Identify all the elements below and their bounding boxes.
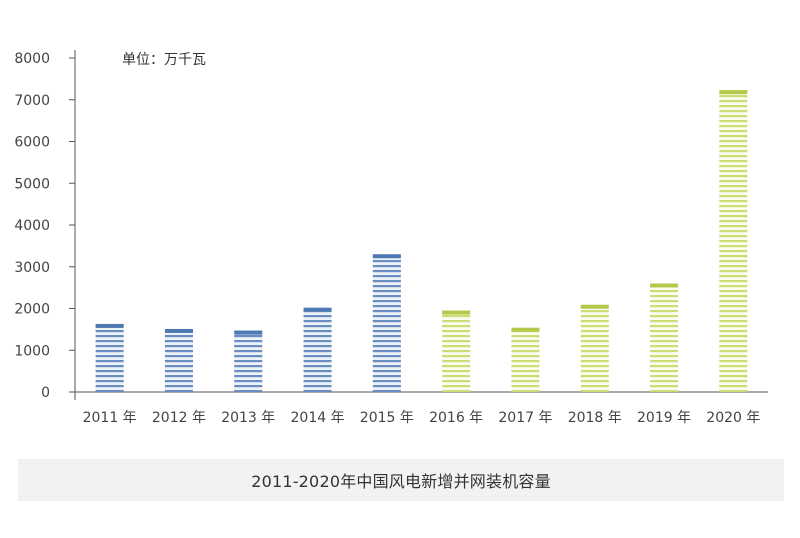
bar-body [303,307,332,392]
bar-body [511,327,540,392]
bar-body [234,330,263,392]
bar-body [164,328,193,392]
bar [303,307,332,392]
bar-cap [95,323,124,328]
bar-body [580,304,609,392]
y-tick-label: 5000 [14,176,50,192]
bar-cap [580,304,609,309]
y-tick-label: 1000 [14,343,50,359]
x-tick-label: 2020 年 [706,410,760,426]
x-tick-label: 2017 年 [498,410,552,426]
x-tick-label: 2014 年 [291,410,345,426]
bar-tint [719,90,748,393]
bar-tint [372,254,401,392]
bar-cap [719,90,748,95]
y-tick-label: 7000 [14,93,50,109]
y-tick-label: 4000 [14,218,50,234]
x-tick-label: 2013 年 [221,410,275,426]
y-tick-label: 6000 [14,135,50,151]
bar [164,328,193,392]
bar-cap [442,310,471,315]
bar-tint [234,330,263,392]
bar [580,304,609,392]
y-tick-label: 8000 [14,51,50,67]
x-tick-label: 2018 年 [568,410,622,426]
bar [234,330,263,392]
unit-label: 单位：万千瓦 [122,52,206,68]
bar [95,323,124,392]
bar [511,327,540,392]
x-tick-label: 2019 年 [637,410,691,426]
bar-cap [303,307,332,312]
bar-cap [234,330,263,335]
labels: 0 1000 2000 3000 4000 5000 6000 7000 8000 2011 年 2… [14,51,760,426]
x-tick-label: 2011 年 [83,410,137,426]
bar-cap [650,283,679,288]
x-tick-label: 2016 年 [429,410,483,426]
figure-caption-box: 2011-2020年中国风电新增并网装机容量 [18,459,784,501]
bar-body [95,323,124,392]
x-tick-label: 2012 年 [152,410,206,426]
bar-body [650,283,679,392]
bar-tint [164,328,193,392]
bar-cap [164,328,193,333]
x-tick-label: 2015 年 [360,410,414,426]
bar [372,254,401,392]
figure-caption: 2011-2020年中国风电新增并网装机容量 [251,472,551,491]
bar-cap [372,254,401,259]
bar-tint [580,304,609,392]
bar [442,310,471,392]
bars [95,90,748,393]
bar-body [442,310,471,392]
y-tick-label: 2000 [14,302,50,318]
y-tick-label: 3000 [14,260,50,276]
bar-tint [303,307,332,392]
bar [650,283,679,392]
bar-cap [511,327,540,332]
bar-tint [511,327,540,392]
bar-tint [442,310,471,392]
bar [719,90,748,393]
bar-body [372,254,401,392]
bar-tint [95,323,124,392]
y-tick-label: 0 [41,385,50,401]
bar-body [719,90,748,393]
bar-tint [650,283,679,392]
